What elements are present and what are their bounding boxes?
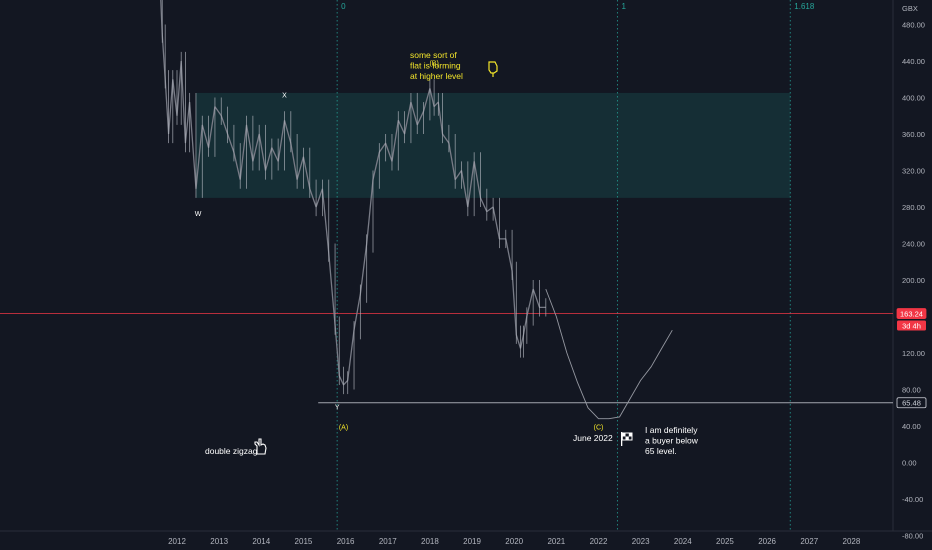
fib-label: 0 — [341, 2, 346, 11]
year-tick-label: 2016 — [337, 537, 355, 546]
resistance-zone-layer — [195, 92, 791, 198]
price-tag-label: 163.24 — [900, 310, 923, 319]
price-tick-label: 360.00 — [902, 130, 925, 139]
year-tick-label: 2020 — [505, 537, 523, 546]
series-layer — [160, 0, 673, 420]
wave-label: X — [282, 93, 287, 100]
annotation-text: some sort of flat is forming at higher lev… — [410, 50, 463, 81]
year-tick-label: 2025 — [716, 537, 734, 546]
wave-label: (B) — [429, 61, 438, 68]
pointing-hand-icon — [488, 61, 498, 77]
price-tick-label: 40.00 — [902, 422, 921, 431]
wave-label: (A) — [339, 425, 348, 432]
annotation-text: June 2022 — [573, 433, 613, 443]
price-tick-label: 120.00 — [902, 349, 925, 358]
price-tick-label: 320.00 — [902, 167, 925, 176]
wave-label: Y — [335, 405, 340, 412]
price-tick-label: 480.00 — [902, 21, 925, 30]
countdown-label: 3d 4h — [902, 322, 921, 331]
year-tick-label: 2012 — [168, 537, 186, 546]
price-tick-label: 200.00 — [902, 276, 925, 285]
wave-label: W — [195, 211, 202, 218]
annotation-text: I am definitely a buyer below 65 level. — [645, 425, 699, 456]
year-tick-label: 2014 — [252, 537, 270, 546]
price-tag-label: 65.48 — [902, 399, 921, 408]
price-tick-label: -40.00 — [902, 495, 923, 504]
year-tick-label: 2028 — [843, 537, 861, 546]
price-tick-label: 400.00 — [902, 94, 925, 103]
price-tick-label: -80.00 — [902, 532, 923, 541]
year-tick-label: 2021 — [547, 537, 565, 546]
year-tick-label: 2017 — [379, 537, 397, 546]
wave-labels-layer: W X Y (A) (B) (C) — [195, 61, 604, 432]
year-tick-label: 2026 — [758, 537, 776, 546]
price-tag — [896, 308, 927, 319]
year-tick-label: 2024 — [674, 537, 692, 546]
price-tag — [896, 397, 927, 409]
annotations-layer: some sort of flat is forming at higher lev… — [205, 50, 699, 456]
price-tick-label: 80.00 — [902, 386, 921, 395]
resistance-zone — [195, 92, 791, 198]
fib-label: 1.618 — [794, 2, 815, 11]
flag-icon — [621, 432, 633, 446]
time-axis[interactable]: 2012 2013 2014 2015 2016 2017 2018 2019 2020 2021… — [168, 537, 861, 546]
annotation-text: double zigzag — [205, 446, 258, 456]
wave-label: (C) — [594, 425, 604, 432]
pointing-hand-icon — [254, 438, 267, 455]
fib-label: 1 — [621, 2, 626, 11]
year-tick-label: 2019 — [463, 537, 481, 546]
currency-label: GBX — [902, 4, 918, 13]
price-tick-label: 0.00 — [902, 459, 917, 468]
projection-curve — [545, 288, 673, 420]
price-axis[interactable]: 680.00640.00600.00520.00480.00440.00400.… — [902, 0, 927, 550]
price-tick-label: 440.00 — [902, 57, 925, 66]
year-tick-label: 2022 — [590, 537, 608, 546]
fib-lines-layer: 0 1 1.618 — [336, 0, 815, 531]
price-tick-label: 240.00 — [902, 240, 925, 249]
year-tick-label: 2027 — [800, 537, 818, 546]
year-tick-label: 2018 — [421, 537, 439, 546]
year-tick-label: 2023 — [632, 537, 650, 546]
year-tick-label: 2013 — [210, 537, 228, 546]
year-tick-label: 2015 — [295, 537, 313, 546]
countdown-tag — [897, 320, 926, 331]
price-tick-label: 280.00 — [902, 203, 925, 212]
